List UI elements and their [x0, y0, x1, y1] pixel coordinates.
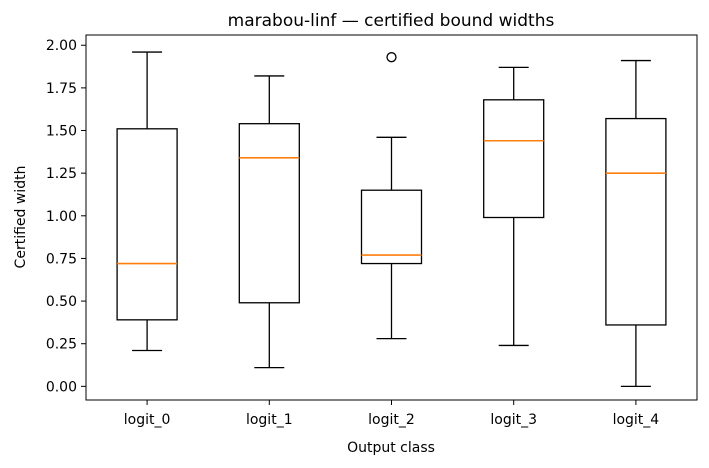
- x-axis: logit_0 logit_1 logit_2 logit_3 logit_4: [124, 400, 660, 428]
- y-tick-label: 1.50: [46, 124, 77, 140]
- x-tick-label: logit_1: [246, 412, 293, 428]
- outlier-point: [386, 52, 397, 63]
- iqr-box: [360, 189, 423, 265]
- boxes: [116, 51, 667, 388]
- y-tick-label: 1.00: [46, 209, 77, 225]
- chart-title: marabou-linf — certified bound widths: [228, 11, 555, 31]
- y-axis-label: Certified width: [13, 166, 29, 269]
- box-logit_1: [238, 75, 300, 369]
- x-axis-label: Output class: [347, 440, 435, 456]
- box-logit_2: [360, 52, 423, 340]
- y-tick-label: 0.75: [46, 251, 77, 267]
- y-axis: 0.00 0.25 0.50 0.75 1.00 1.25 1.50 1.75 2.00: [46, 38, 86, 395]
- y-tick-label: 0.25: [46, 337, 77, 353]
- iqr-box: [483, 99, 545, 219]
- box-logit_4: [605, 59, 667, 388]
- y-tick-label: 2.00: [46, 38, 77, 54]
- iqr-box: [116, 128, 178, 321]
- x-tick-label: logit_2: [368, 412, 415, 428]
- x-tick-label: logit_3: [490, 412, 537, 428]
- y-tick-label: 1.75: [46, 81, 77, 97]
- y-tick-label: 0.50: [46, 294, 77, 310]
- iqr-box: [605, 117, 667, 326]
- iqr-box: [238, 123, 300, 304]
- box-logit_0: [116, 51, 178, 352]
- y-tick-label: 0.00: [46, 379, 77, 395]
- x-tick-label: logit_4: [613, 412, 660, 428]
- y-tick-label: 1.25: [46, 166, 77, 182]
- x-tick-label: logit_0: [124, 412, 171, 428]
- box-logit_3: [483, 66, 545, 347]
